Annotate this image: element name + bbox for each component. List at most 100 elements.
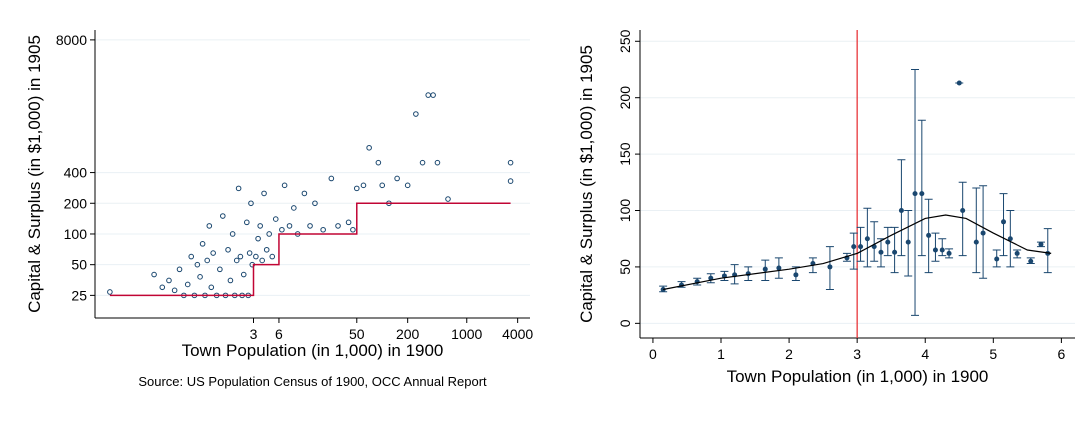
point (375, 159, 382, 166)
point (919, 191, 925, 197)
x-tick-label: 0 (649, 346, 657, 362)
x-tick-label: 6 (1057, 346, 1065, 362)
y-tick-label: 100 (64, 226, 88, 242)
error-bar (931, 232, 940, 262)
point (320, 226, 326, 233)
point (350, 226, 356, 233)
y-axis-label: Capital & Surplus (in $1,000) in 1905 (577, 45, 596, 323)
point (266, 231, 272, 237)
y-axis-label: Capital & Surplus (in $1,000) in 1905 (25, 35, 44, 313)
point (1028, 258, 1034, 264)
point (507, 178, 514, 184)
point (286, 223, 293, 229)
y-tick-label: 400 (64, 165, 88, 181)
point (413, 111, 419, 117)
point (229, 231, 236, 237)
x-tick-label: 3 (853, 346, 861, 362)
point (878, 249, 884, 255)
point (312, 200, 318, 207)
point (793, 272, 799, 278)
point (379, 182, 386, 189)
y-tick-label: 250 (617, 29, 633, 53)
point (776, 265, 782, 271)
error-bar (972, 187, 981, 274)
point (905, 239, 911, 245)
point (291, 205, 297, 211)
point (864, 236, 870, 242)
point (434, 159, 441, 166)
y-tick-label: 8000 (56, 32, 87, 48)
point (261, 190, 267, 197)
point (107, 289, 113, 295)
point (360, 182, 367, 189)
point (269, 253, 276, 260)
x-tick-label: 3 (250, 326, 258, 342)
point (233, 257, 240, 264)
error-bar (849, 232, 858, 270)
point (217, 266, 223, 273)
point (430, 92, 436, 98)
point (253, 253, 259, 260)
point (281, 182, 288, 189)
point (255, 235, 261, 242)
point (912, 191, 918, 197)
point (827, 264, 833, 270)
point (1014, 250, 1020, 256)
point (345, 219, 352, 226)
point (151, 271, 157, 278)
point (272, 216, 279, 222)
error-bar (917, 119, 926, 257)
point (425, 92, 432, 98)
point (366, 144, 372, 151)
point (956, 80, 962, 86)
point (279, 226, 285, 233)
y-tick-label: 25 (71, 287, 87, 303)
point (301, 190, 308, 197)
error-bar (897, 159, 906, 257)
point (197, 274, 203, 280)
point (204, 257, 211, 264)
y-tick-label: 50 (71, 257, 87, 273)
point (946, 250, 952, 256)
point (335, 223, 341, 229)
point (240, 271, 247, 278)
point (248, 200, 254, 207)
point (194, 261, 201, 268)
point (926, 232, 932, 238)
x-tick-label: 200 (396, 326, 420, 342)
point (851, 244, 857, 250)
error-bar (870, 221, 879, 262)
x-tick-label: 1 (717, 346, 725, 362)
step-line (109, 202, 511, 297)
point (235, 185, 242, 192)
point (199, 241, 206, 247)
point (892, 249, 898, 255)
y-tick-label: 100 (617, 199, 633, 223)
point (206, 223, 213, 229)
error-bar (958, 181, 967, 257)
point (159, 284, 166, 291)
point (1001, 219, 1007, 225)
point (1038, 241, 1044, 247)
x-tick-label: 50 (349, 326, 365, 342)
y-tick-label: 200 (64, 195, 88, 211)
point (184, 281, 191, 288)
point (745, 271, 751, 277)
point (210, 250, 216, 256)
point (932, 247, 938, 253)
x-tick-label: 4 (921, 346, 929, 362)
point (353, 185, 360, 192)
point (237, 253, 244, 260)
point (394, 175, 400, 182)
y-tick-label: 150 (617, 142, 633, 166)
point (307, 223, 313, 229)
point (263, 246, 270, 253)
x-tick-label: 5 (989, 346, 997, 362)
point (171, 287, 178, 294)
point (973, 239, 979, 245)
x-axis-label: Town Population (in 1,000) in 1900 (182, 341, 444, 360)
point (419, 159, 426, 166)
x-axis-label: Town Population (in 1,000) in 1900 (727, 367, 989, 386)
point (445, 196, 451, 202)
point (259, 257, 265, 264)
